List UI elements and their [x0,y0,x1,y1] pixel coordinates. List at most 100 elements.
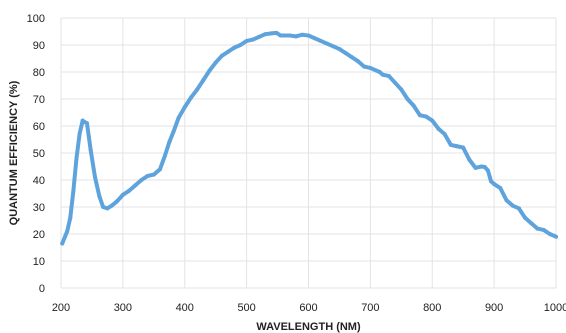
x-tick-label: 200 [52,302,70,314]
x-tick-label: 300 [114,302,132,314]
data-point [71,188,76,193]
data-point [232,45,237,50]
data-point [541,227,546,232]
data-point [349,55,354,60]
data-point [430,118,435,123]
data-point [145,173,150,178]
data-point [226,49,231,54]
data-point [213,60,218,65]
y-tick-label: 0 [39,283,45,295]
y-tick-label: 70 [33,94,45,106]
grid [60,17,557,289]
x-tick-label: 1000 [544,302,566,314]
data-point [461,145,466,150]
data-point [325,41,330,46]
data-point [120,192,125,197]
data-point [393,80,398,85]
data-point [417,113,422,118]
data-point [547,232,552,236]
x-tick-label: 500 [237,302,255,314]
data-point [195,87,200,92]
x-tick-label: 600 [299,302,317,314]
data-point [374,68,379,73]
data-point [399,87,404,92]
data-point [282,33,287,38]
data-point [238,43,243,47]
y-tick-label: 90 [33,40,45,52]
data-point [482,165,487,170]
data-point [368,65,373,70]
series-layer [60,30,558,246]
data-point [158,167,162,172]
y-axis-title: QUANTUM EFFICIENCY (%) [8,80,20,225]
y-tick-label: 50 [33,148,45,160]
y-tick-label: 80 [33,67,45,79]
data-point [60,241,65,246]
data-point [257,34,261,39]
data-point [377,70,382,74]
y-tick-label: 60 [33,121,45,133]
data-point [300,32,305,37]
data-point [467,157,472,162]
data-point [219,53,224,58]
data-point [380,72,385,77]
data-point [405,97,410,101]
data-point [101,205,106,209]
data-point [362,64,367,69]
x-tick-label: 700 [361,302,379,314]
data-point [278,33,283,38]
data-point [343,51,348,56]
data-point [498,186,503,191]
data-point [479,164,484,169]
data-point [65,229,70,234]
data-point [263,32,268,37]
data-point [97,194,102,199]
data-point [535,226,540,231]
data-point [504,198,509,203]
data-point [356,59,360,64]
tick-labels: 0 10 20 30 40 50 60 70 80 90 100 200 300 400 500 600 700… [27,13,566,314]
data-point [167,140,172,145]
data-point [489,179,494,184]
data-point [287,33,292,38]
data-point [436,126,441,131]
x-tick-label: 800 [423,302,441,314]
data-point [510,203,515,208]
data-point [337,47,342,52]
data-point [442,132,447,137]
data-point [294,34,299,39]
data-point [133,183,138,188]
data-point [201,78,206,83]
y-tick-label: 100 [27,13,45,25]
data-point [455,144,459,149]
data-point [424,114,429,119]
data-point [411,103,416,108]
data-point [492,182,497,187]
data-point [269,31,274,36]
data-point [74,156,79,161]
data-point [139,178,144,182]
data-point [162,153,167,158]
y-tick-label: 10 [33,256,45,268]
data-point [88,148,93,153]
data-point [554,234,558,239]
data-point [386,74,391,79]
data-point [176,115,181,120]
data-point [250,37,255,42]
data-point [207,68,212,73]
data-point [529,221,534,226]
data-point [182,105,187,110]
data-point [171,129,176,134]
x-tick-label: 400 [176,302,194,314]
data-point [77,132,82,137]
data-point [244,38,249,43]
y-tick-label: 40 [33,175,45,187]
data-point [306,33,311,38]
data-point [114,199,119,204]
data-point [318,38,323,43]
data-point [84,121,89,126]
data-point [516,206,521,211]
data-point [151,172,156,177]
data-point [274,30,279,35]
